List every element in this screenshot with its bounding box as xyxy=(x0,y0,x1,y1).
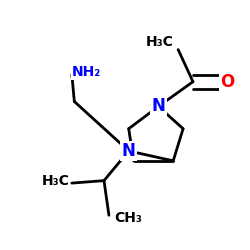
Text: O: O xyxy=(220,73,235,91)
Text: N: N xyxy=(152,98,165,116)
Text: H₃C: H₃C xyxy=(145,35,173,49)
Text: H₃C: H₃C xyxy=(42,174,70,188)
Text: N: N xyxy=(122,142,136,160)
Text: NH₂: NH₂ xyxy=(72,65,101,79)
Text: CH₃: CH₃ xyxy=(114,211,142,225)
